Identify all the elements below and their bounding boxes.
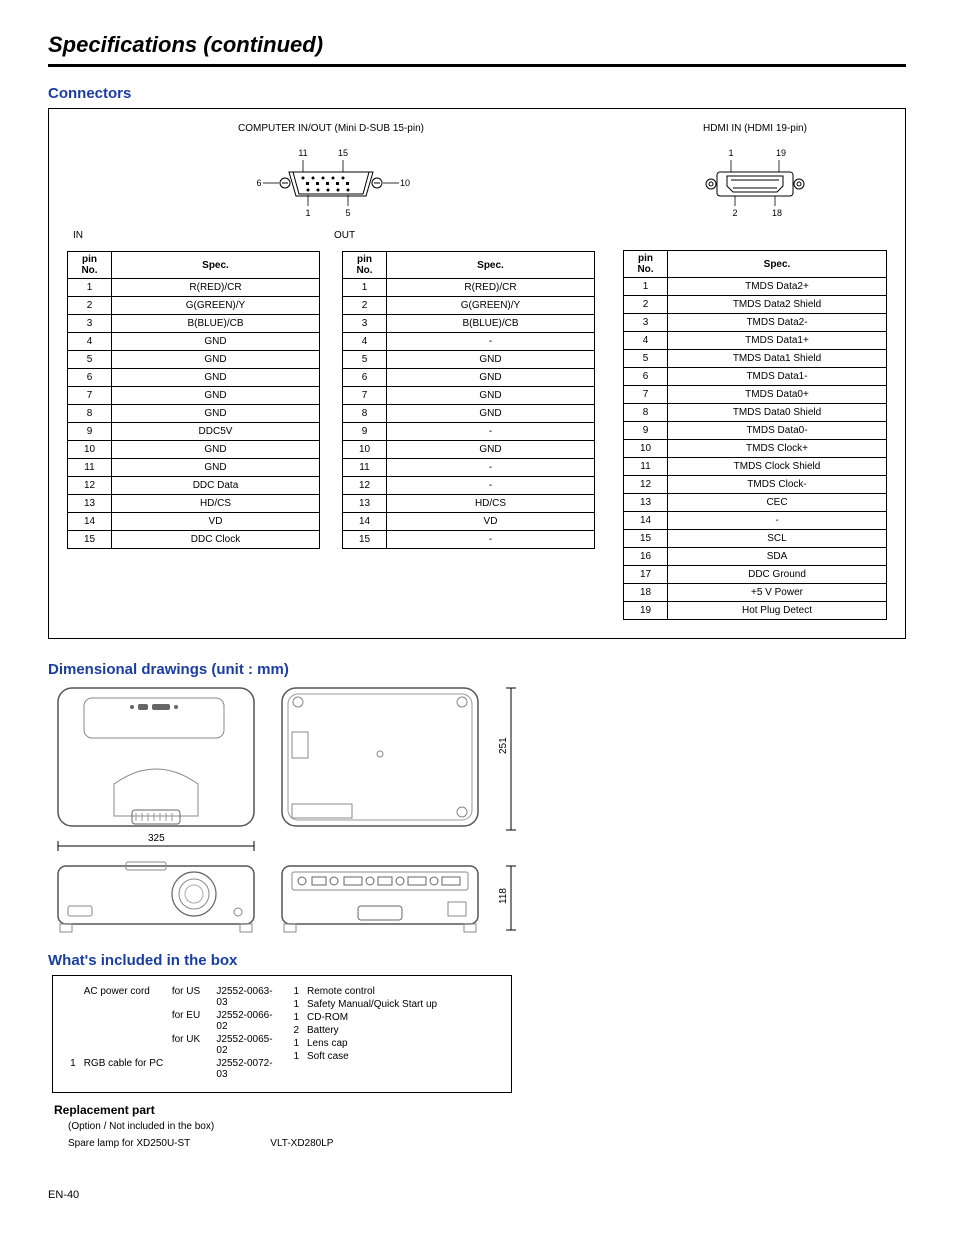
dsub-diagram: 11 15 6 10 1 5 [251, 142, 411, 222]
table-row: 12- [343, 477, 595, 495]
table-row: 1R(RED)/CR [343, 279, 595, 297]
list-item: 1CD-ROM [289, 1012, 497, 1023]
table-row: 2TMDS Data2 Shield [624, 296, 887, 314]
svg-text:2: 2 [732, 208, 737, 218]
table-row: 5GND [343, 351, 595, 369]
table-row: 13HD/CS [343, 495, 595, 513]
table-row: 14VD [343, 513, 595, 531]
hdmi-diagram: 1 19 2 18 [695, 142, 815, 222]
page-number: EN-40 [48, 1189, 906, 1201]
replacement-item: Spare lamp for XD250U-ST [68, 1138, 190, 1149]
table-row: 1TMDS Data2+ [624, 278, 887, 296]
in-label: IN [67, 230, 334, 241]
table-row: 1R(RED)/CR [68, 279, 320, 297]
dim-depth: 251 [498, 737, 509, 754]
table-row: 11- [343, 459, 595, 477]
out-label: OUT [334, 230, 595, 241]
svg-text:11: 11 [298, 148, 307, 158]
hdmi-title: HDMI IN (HDMI 19-pin) [703, 123, 807, 134]
table-row: 12DDC Data [68, 477, 320, 495]
svg-text:1: 1 [728, 148, 733, 158]
drawing-rear [278, 858, 488, 938]
list-item: 1Remote control [289, 986, 497, 997]
table-row: 17DDC Ground [624, 566, 887, 584]
table-row: 16SDA [624, 548, 887, 566]
table-row: 9TMDS Data0- [624, 422, 887, 440]
svg-text:10: 10 [400, 178, 410, 188]
table-row: 10TMDS Clock+ [624, 440, 887, 458]
table-row: 5TMDS Data1 Shield [624, 350, 887, 368]
hdmi-pin-table: pin No. Spec. 1TMDS Data2+2TMDS Data2 Sh… [623, 250, 887, 620]
page-title: Specifications (continued) [48, 32, 906, 67]
svg-text:18: 18 [772, 208, 782, 218]
table-row: 5GND [68, 351, 320, 369]
table-row: 15DDC Clock [68, 531, 320, 549]
list-item: for UKJ2552-0065-02 [67, 1034, 275, 1056]
svg-text:5: 5 [345, 208, 350, 218]
dim-width: 325 [148, 833, 628, 844]
table-row: 11TMDS Clock Shield [624, 458, 887, 476]
list-item: 1RGB cable for PCJ2552-0072-03 [67, 1058, 275, 1080]
table-row: 3B(BLUE)/CB [68, 315, 320, 333]
table-row: 14VD [68, 513, 320, 531]
table-row: 8GND [68, 405, 320, 423]
table-row: 8GND [343, 405, 595, 423]
table-row: 12TMDS Clock- [624, 476, 887, 494]
drawing-top [54, 684, 264, 834]
table-row: 8TMDS Data0 Shield [624, 404, 887, 422]
table-row: 2G(GREEN)/Y [343, 297, 595, 315]
list-item: 1Lens cap [289, 1038, 497, 1049]
dsub-title: COMPUTER IN/OUT (Mini D-SUB 15-pin) [238, 123, 424, 134]
table-row: 7GND [343, 387, 595, 405]
table-row: 19Hot Plug Detect [624, 602, 887, 620]
list-item: for EUJ2552-0066-02 [67, 1010, 275, 1032]
table-row: 2G(GREEN)/Y [68, 297, 320, 315]
table-row: 6GND [68, 369, 320, 387]
table-row: 15- [343, 531, 595, 549]
table-row: 15SCL [624, 530, 887, 548]
table-row: 10GND [68, 441, 320, 459]
table-row: 13CEC [624, 494, 887, 512]
table-row: 3B(BLUE)/CB [343, 315, 595, 333]
table-row: 6GND [343, 369, 595, 387]
connectors-box: COMPUTER IN/OUT (Mini D-SUB 15-pin) [48, 108, 906, 639]
list-item: 1Soft case [289, 1051, 497, 1062]
table-row: 6TMDS Data1- [624, 368, 887, 386]
out-pin-table: pin No. Spec. 1R(RED)/CR2G(GREEN)/Y3B(BL… [342, 251, 595, 549]
svg-text:6: 6 [256, 178, 261, 188]
table-row: 13HD/CS [68, 495, 320, 513]
table-row: 9- [343, 423, 595, 441]
table-row: 9DDC5V [68, 423, 320, 441]
replacement-code: VLT-XD280LP [270, 1138, 333, 1149]
svg-text:19: 19 [776, 148, 786, 158]
dim-height: 118 [498, 888, 509, 904]
table-row: 4GND [68, 333, 320, 351]
replacement-heading: Replacement part [54, 1103, 906, 1117]
list-item: AC power cordfor USJ2552-0063-03 [67, 986, 275, 1008]
list-item: 2Battery [289, 1025, 497, 1036]
svg-text:15: 15 [338, 148, 348, 158]
table-row: 10GND [343, 441, 595, 459]
svg-text:1: 1 [305, 208, 310, 218]
included-box: AC power cordfor USJ2552-0063-03for EUJ2… [52, 975, 512, 1093]
replacement-note: (Option / Not included in the box) [68, 1121, 906, 1132]
table-row: 18+5 V Power [624, 584, 887, 602]
list-item: 1Safety Manual/Quick Start up [289, 999, 497, 1010]
table-row: 7TMDS Data0+ [624, 386, 887, 404]
included-heading: What's included in the box [48, 952, 906, 969]
connectors-heading: Connectors [48, 85, 906, 102]
table-row: 11GND [68, 459, 320, 477]
drawing-bottom [278, 684, 488, 834]
table-row: 4TMDS Data1+ [624, 332, 887, 350]
table-row: 4- [343, 333, 595, 351]
in-pin-table: pin No. Spec. 1R(RED)/CR2G(GREEN)/Y3B(BL… [67, 251, 320, 549]
drawing-front [54, 858, 264, 938]
table-row: 7GND [68, 387, 320, 405]
table-row: 3TMDS Data2- [624, 314, 887, 332]
table-row: 14- [624, 512, 887, 530]
dimensions-heading: Dimensional drawings (unit : mm) [48, 661, 906, 678]
